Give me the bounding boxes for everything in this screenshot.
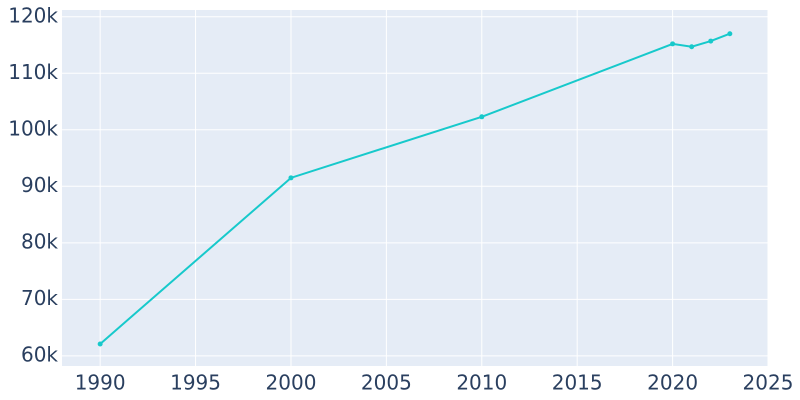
point [97,341,103,347]
y-tick-label: 70k [21,286,58,310]
point [708,38,714,44]
point [479,114,485,120]
x-tick-label: 2025 [743,371,794,395]
x-tick-label: 2000 [266,371,317,395]
x-tick-label: 1995 [170,371,221,395]
y-tick-label: 60k [21,342,58,366]
x-tick-label: 2010 [456,371,507,395]
point [670,41,676,47]
x-tick-label: 1990 [75,371,126,395]
plot-area [62,10,768,366]
x-tick-label: 2015 [552,371,603,395]
y-tick-label: 110k [8,60,58,84]
x-tick-label: 2020 [647,371,698,395]
point [689,44,695,50]
y-tick-label: 80k [21,229,58,253]
y-tick-label: 100k [8,116,58,140]
y-tick-label: 120k [8,3,58,27]
point [727,31,733,37]
y-tick-label: 90k [21,173,58,197]
x-tick-label: 2005 [361,371,412,395]
point [288,175,294,181]
